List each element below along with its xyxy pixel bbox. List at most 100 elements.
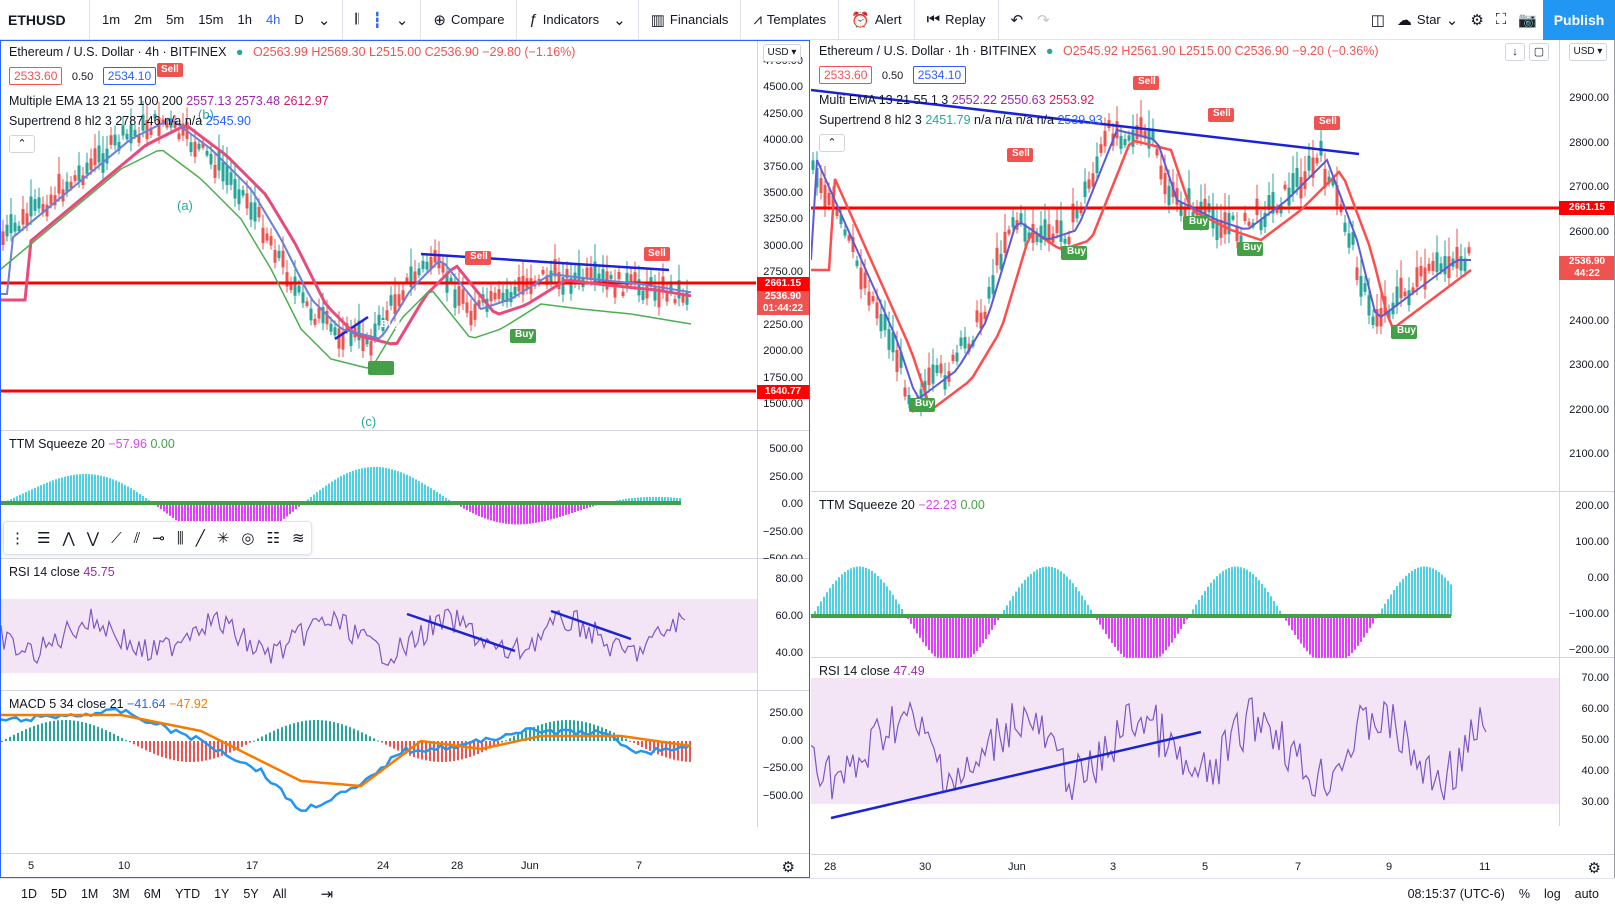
interval-4h[interactable]: 4h <box>265 12 281 27</box>
percent-scale-toggle[interactable]: % <box>1518 886 1530 901</box>
right-rsi-pane[interactable]: 70.00 60.00 50.00 40.00 30.00 RSI 14 close 4… <box>811 658 1615 826</box>
abc-wave-icon[interactable]: ⋁ <box>86 530 100 547</box>
right-currency-badge[interactable]: USD ▾ <box>1569 43 1607 61</box>
range-1M[interactable]: 1M <box>80 886 99 901</box>
redo-icon[interactable]: ↷ <box>1037 11 1050 29</box>
trend-line-icon[interactable]: ╱ <box>195 530 205 547</box>
left-price-axis[interactable]: 4750.004500.004250.004000.003750.003500.… <box>757 41 809 430</box>
interval-1h[interactable]: 1h <box>237 12 252 27</box>
clock[interactable]: 08:15:37 (UTC-6) <box>1407 886 1505 901</box>
interval-15m[interactable]: 15m <box>198 12 224 27</box>
right-bid[interactable]: 2533.60 <box>819 66 873 84</box>
interval-D[interactable]: D <box>294 12 304 27</box>
left-rsi-legend[interactable]: RSI 14 close 45.75 <box>9 565 115 579</box>
left-currency-badge[interactable]: USD ▾ <box>763 44 801 62</box>
range-3M[interactable]: 3M <box>112 886 130 901</box>
chart-right[interactable]: Sell Sell Sell Sell Buy Buy Buy Buy Buy … <box>811 40 1615 878</box>
symbol-search[interactable]: ETHUSD <box>0 0 90 40</box>
left-legend-collapse-chevron-icon[interactable]: ⌃ <box>9 135 35 153</box>
right-ttm-pane[interactable]: 200.00 100.00 0.00 −100.00 −200.00 TTM Squee… <box>811 492 1615 658</box>
date-range-icon[interactable]: ⇥ <box>320 885 334 903</box>
range-1D[interactable]: 1D <box>21 886 37 901</box>
chart-type-chevron-icon[interactable]: ⌄ <box>395 11 409 29</box>
left-price-canvas[interactable] <box>1 41 809 431</box>
compare-button[interactable]: ⊕ Compare <box>427 5 510 35</box>
left-time-axis[interactable]: ⚙ 5 10 17 24 28 Jun 7 <box>1 853 809 877</box>
right-time-settings-gear-icon[interactable]: ⚙ <box>1587 860 1601 877</box>
range-All[interactable]: All <box>272 886 287 901</box>
publish-button[interactable]: Publish <box>1543 0 1615 40</box>
macd-histogram-bar <box>53 720 55 741</box>
right-rsi-canvas[interactable] <box>811 658 1615 826</box>
drag-handle-icon[interactable]: ⋮ <box>10 530 25 547</box>
templates-button[interactable]: ⩘ Templates <box>747 5 832 35</box>
right-ema-legend[interactable]: Multi EMA 13 21 55 1 3 2552.22 2550.63 2… <box>819 93 1094 107</box>
auto-scale-toggle[interactable]: auto <box>1574 886 1599 901</box>
left-ema-legend[interactable]: Multiple EMA 13 21 55 100 200 2557.13 25… <box>9 94 329 108</box>
right-ttm-canvas[interactable] <box>811 492 1615 658</box>
range-5D[interactable]: 5D <box>50 886 67 901</box>
left-rsi-axis[interactable]: 80.00 60.00 40.00 <box>757 559 809 690</box>
bars-icon[interactable]: 𝄃 <box>355 11 359 28</box>
left-macd-canvas[interactable] <box>1 691 809 827</box>
gann-icon[interactable]: ◎ <box>241 530 255 547</box>
right-legend-collapse-chevron-icon[interactable]: ⌃ <box>819 134 845 152</box>
left-ask[interactable]: 2534.10 <box>102 67 157 85</box>
right-ttm-axis[interactable]: 200.00 100.00 0.00 −100.00 −200.00 <box>1559 492 1614 657</box>
horizontal-lines-icon[interactable]: ☰ <box>37 530 51 547</box>
range-YTD[interactable]: YTD <box>175 886 201 901</box>
settings-gear-icon[interactable]: ⚙ <box>1470 11 1484 29</box>
interval-dropdown-chevron-icon[interactable]: ⌄ <box>317 11 331 29</box>
fib-icon[interactable]: ☷ <box>266 530 280 547</box>
elliott-wave-icon[interactable]: ⋀ <box>62 530 75 547</box>
left-ttm-canvas[interactable] <box>1 431 809 559</box>
interval-5m[interactable]: 5m <box>166 12 185 27</box>
layout-icon[interactable]: ◫ <box>1370 11 1385 29</box>
left-st-legend[interactable]: Supertrend 8 hl2 3 2787.46 n/a n/a 2545.… <box>9 114 251 128</box>
interval-2m[interactable]: 2m <box>134 12 153 27</box>
chart-left[interactable]: Buy Buy Buy Sell Sell Sell (a) (b) (c) 4… <box>0 40 810 878</box>
left-macd-legend[interactable]: MACD 5 34 close 21 −41.64 −47.92 <box>9 697 208 711</box>
financials-button[interactable]: ▥ Financials <box>645 5 735 35</box>
right-st-legend[interactable]: Supertrend 8 hl2 3 2451.79 n/a n/a n/a n… <box>819 113 1103 127</box>
fullscreen-icon[interactable]: ⛶ <box>1495 11 1507 28</box>
range-6M[interactable]: 6M <box>143 886 162 901</box>
left-time-settings-gear-icon[interactable]: ⚙ <box>781 859 795 876</box>
range-5Y[interactable]: 5Y <box>243 886 259 901</box>
candles-icon[interactable]: ┇ <box>372 11 382 29</box>
indicators-button[interactable]: ƒ Indicators <box>523 5 605 35</box>
left-ttm-legend[interactable]: TTM Squeeze 20 −57.96 0.00 <box>9 437 175 451</box>
alert-button[interactable]: ⏰ Alert <box>845 5 907 35</box>
pattern-icon[interactable]: ✳ <box>216 530 230 547</box>
right-price-canvas[interactable] <box>811 40 1615 492</box>
left-rsi-canvas[interactable] <box>1 559 809 691</box>
left-bid[interactable]: 2533.60 <box>9 67 63 85</box>
horizontal-ray-icon[interactable]: ⊸ <box>152 530 165 547</box>
path-icon[interactable]: ⟋ <box>111 529 122 547</box>
right-ask[interactable]: 2534.10 <box>912 66 967 84</box>
camera-icon[interactable]: 📷 <box>1518 11 1537 29</box>
parallel-channel-icon[interactable]: ⫽ <box>133 529 141 547</box>
right-price-pane[interactable]: Sell Sell Sell Sell Buy Buy Buy Buy Buy … <box>811 40 1615 492</box>
indicators-chevron-icon[interactable]: ⌄ <box>613 11 626 29</box>
left-macd-pane[interactable]: 250.00 0.00 −250.00 −500.00 MACD 5 34 close… <box>1 691 809 827</box>
star-button[interactable]: ☁ Star ⌄ <box>1391 5 1464 35</box>
right-time-axis[interactable]: ⚙ 28 30 Jun 3 5 7 9 11 <box>811 854 1614 878</box>
replay-button[interactable]: ⏮ Replay <box>921 5 992 35</box>
right-rsi-legend[interactable]: RSI 14 close 47.49 <box>819 664 925 678</box>
right-maximize-icon[interactable]: ▢ <box>1529 43 1549 61</box>
log-scale-toggle[interactable]: log <box>1543 886 1561 901</box>
undo-icon[interactable]: ↶ <box>1010 11 1024 29</box>
left-macd-axis[interactable]: 250.00 0.00 −250.00 −500.00 <box>757 691 809 827</box>
right-rsi-axis[interactable]: 70.00 60.00 50.00 40.00 30.00 <box>1559 658 1614 826</box>
left-price-pane[interactable]: Buy Buy Buy Sell Sell Sell (a) (b) (c) 4… <box>1 41 809 431</box>
interval-1m[interactable]: 1m <box>102 12 121 27</box>
right-scroll-down-icon[interactable]: ↓ <box>1505 43 1525 61</box>
brush-icon[interactable]: ≋ <box>291 530 305 547</box>
range-1Y[interactable]: 1Y <box>214 886 230 901</box>
left-rsi-pane[interactable]: 80.00 60.00 40.00 RSI 14 close 45.75 <box>1 559 809 691</box>
right-ttm-legend[interactable]: TTM Squeeze 20 −22.23 0.00 <box>819 498 985 512</box>
vertical-lines-icon[interactable]: ⫼ <box>176 529 184 547</box>
